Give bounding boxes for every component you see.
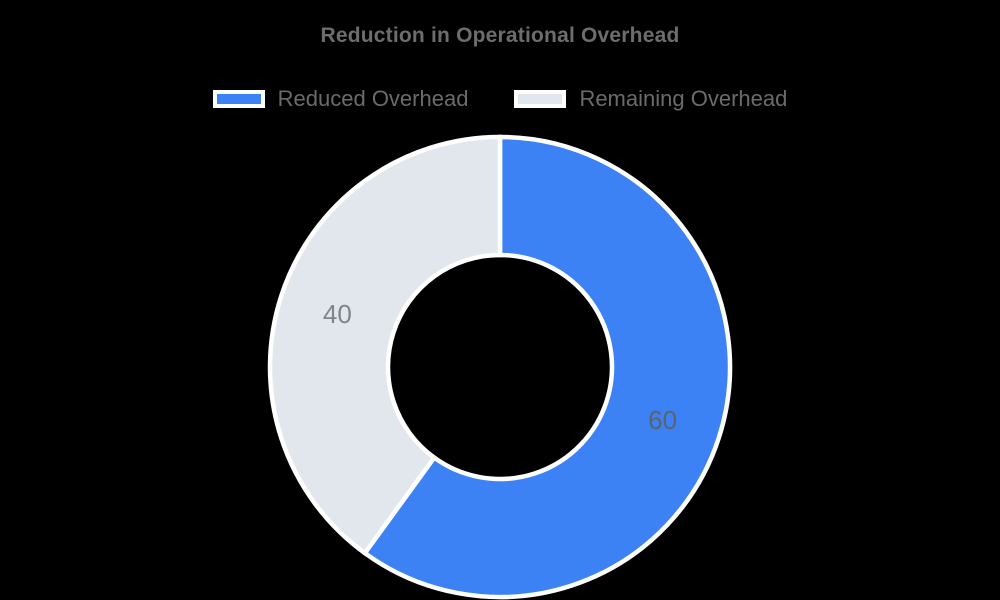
legend-label-reduced-overhead: Reduced Overhead	[277, 86, 469, 111]
pie-slice-reduced-overhead[interactable]	[361, 134, 733, 600]
chart-title: Reduction in Operational Overhead	[320, 24, 680, 47]
legend-swatch-remaining-overhead	[514, 90, 567, 108]
legend: Reduced Overhead Remaining Overhead	[0, 86, 1000, 112]
legend-label-remaining-overhead: Remaining Overhead	[579, 86, 788, 111]
slice-value-label: 40	[323, 299, 352, 329]
legend-swatch-reduced-overhead	[212, 90, 265, 108]
pie-slice-remaining-overhead[interactable]	[267, 134, 503, 557]
slice-value-label: 60	[648, 405, 677, 435]
legend-item-reduced-overhead[interactable]: Reduced Overhead	[212, 86, 469, 112]
legend-item-remaining-overhead[interactable]: Remaining Overhead	[514, 86, 787, 112]
